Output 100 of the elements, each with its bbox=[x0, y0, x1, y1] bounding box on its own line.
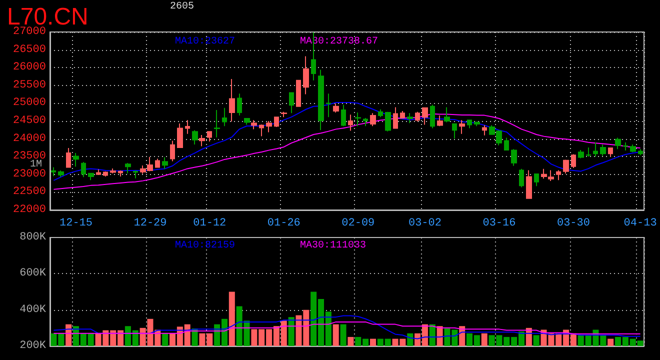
candlestick bbox=[400, 110, 405, 120]
candlestick bbox=[303, 56, 309, 95]
candlestick bbox=[214, 109, 220, 138]
candlestick bbox=[437, 114, 443, 127]
y-tick-label: 600K bbox=[20, 268, 46, 280]
candlestick bbox=[333, 102, 339, 113]
candlestick bbox=[586, 147, 591, 158]
y-tick-label: 25000 bbox=[12, 97, 46, 110]
candlestick bbox=[170, 140, 175, 162]
y-tick-label: 22500 bbox=[12, 186, 46, 198]
candlestick bbox=[378, 108, 383, 118]
y-tick-label: 26500 bbox=[12, 44, 46, 56]
candlestick bbox=[556, 170, 561, 181]
candlestick bbox=[422, 107, 428, 126]
candlestick bbox=[370, 112, 376, 127]
candlestick bbox=[162, 156, 168, 170]
candlestick bbox=[630, 144, 636, 153]
y-tick-label: 200K bbox=[20, 340, 46, 352]
line-series bbox=[53, 102, 641, 181]
candlestick bbox=[96, 168, 101, 176]
text: 2605 bbox=[170, 2, 194, 12]
candlestick bbox=[296, 80, 301, 107]
candlestick bbox=[363, 117, 368, 127]
text: 1M bbox=[30, 160, 42, 170]
candlestick bbox=[578, 150, 584, 159]
x-tick-label: 12-29 bbox=[134, 218, 167, 230]
candlestick bbox=[274, 116, 279, 128]
x-tick-label: 03-16 bbox=[482, 218, 516, 230]
y-tick-label: 23000 bbox=[12, 168, 46, 180]
candlestick bbox=[251, 120, 257, 130]
candlestick bbox=[289, 92, 294, 114]
candlestick bbox=[474, 121, 480, 127]
candlestick bbox=[110, 168, 116, 174]
candlestick bbox=[326, 93, 331, 118]
y-tick-label: 22000 bbox=[12, 204, 46, 216]
candlestick bbox=[199, 134, 205, 147]
candlestick bbox=[407, 112, 413, 124]
candlestick bbox=[511, 148, 517, 166]
x-tick-label: 03-30 bbox=[556, 218, 590, 230]
line-series bbox=[53, 315, 641, 340]
candlestick bbox=[608, 148, 613, 158]
candlestick bbox=[600, 144, 606, 156]
candlestick bbox=[623, 142, 628, 152]
candlestick bbox=[341, 104, 346, 127]
x-tick-label: 03-02 bbox=[408, 218, 442, 230]
candlestick bbox=[192, 130, 198, 145]
candlestick bbox=[103, 171, 108, 178]
candlestick bbox=[185, 120, 190, 134]
line-series bbox=[53, 113, 641, 190]
x-tick-label: 12-15 bbox=[59, 218, 92, 230]
y-tick-label: 24500 bbox=[12, 115, 46, 127]
candlestick bbox=[393, 106, 398, 129]
candlestick bbox=[244, 117, 250, 126]
candlestick bbox=[615, 137, 621, 150]
x-tick-label: 04-13 bbox=[624, 218, 657, 230]
candlestick bbox=[266, 120, 272, 133]
candlestick bbox=[467, 120, 472, 129]
y-tick-label: 25500 bbox=[12, 79, 46, 92]
candlestick bbox=[452, 123, 457, 139]
candlestick bbox=[207, 131, 212, 142]
line-series bbox=[53, 321, 641, 334]
x-tick-label: 01-26 bbox=[267, 218, 300, 230]
candlestick bbox=[355, 112, 361, 127]
candlestick bbox=[415, 111, 420, 122]
candlestick bbox=[229, 78, 235, 122]
candlestick bbox=[73, 152, 79, 168]
candlestick bbox=[58, 170, 64, 178]
candlestick bbox=[125, 162, 131, 174]
candlestick bbox=[281, 111, 287, 118]
y-tick-label: 800K bbox=[20, 232, 46, 244]
text: MA10:23627 bbox=[175, 36, 236, 48]
candlestick bbox=[430, 104, 435, 129]
candlestick bbox=[534, 173, 539, 187]
candlestick bbox=[593, 142, 598, 158]
candlestick bbox=[51, 166, 56, 177]
candlestick bbox=[155, 158, 160, 168]
candlestick bbox=[88, 172, 94, 181]
candlestick bbox=[66, 148, 71, 168]
candlestick bbox=[482, 124, 487, 136]
y-tick-label: 26000 bbox=[12, 62, 46, 74]
y-tick-label: 27000 bbox=[12, 26, 46, 38]
candlestick bbox=[638, 148, 643, 156]
text: MA30:111033 bbox=[300, 240, 366, 252]
candlestick bbox=[571, 154, 576, 168]
x-tick-label: 01-12 bbox=[193, 218, 226, 230]
candlestick bbox=[133, 170, 138, 179]
text: MA10:82159 bbox=[175, 240, 236, 252]
y-tick-label: 400K bbox=[20, 304, 46, 316]
candlestick bbox=[259, 124, 264, 137]
candlestick bbox=[318, 69, 324, 131]
candlestick bbox=[177, 122, 183, 148]
candlestick bbox=[81, 161, 86, 178]
candlestick bbox=[526, 170, 532, 199]
candlestick bbox=[459, 120, 465, 134]
candlestick bbox=[519, 168, 524, 188]
candlestick bbox=[118, 170, 123, 178]
candlestick bbox=[504, 137, 509, 151]
candlestick bbox=[222, 107, 227, 127]
y-tick-label: 24000 bbox=[12, 132, 46, 145]
x-tick-label: 02-09 bbox=[342, 218, 375, 230]
